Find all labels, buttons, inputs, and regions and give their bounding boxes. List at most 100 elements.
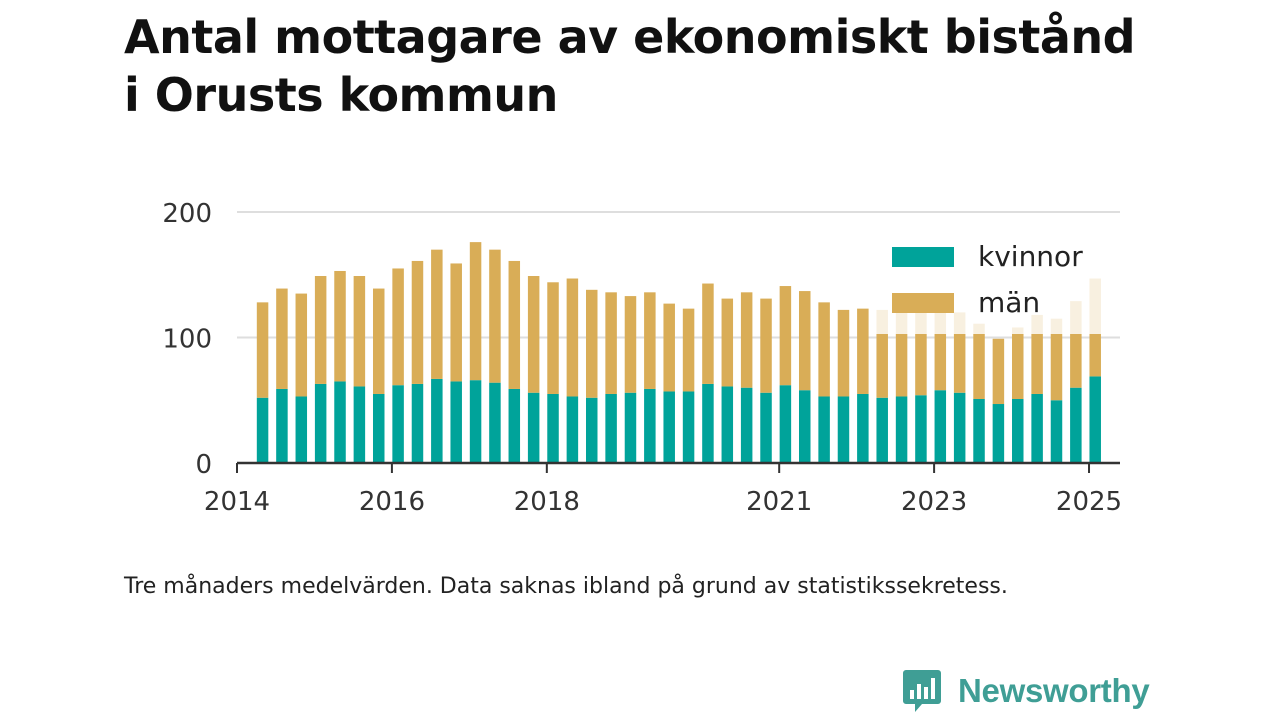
newsworthy-logo-icon <box>903 670 941 712</box>
bar-kvinnor <box>992 404 1005 463</box>
bar-kvinnor <box>256 397 269 463</box>
bar-man <box>585 289 598 398</box>
bar-kvinnor <box>566 396 579 463</box>
y-tick-label: 100 <box>162 325 212 355</box>
gridlines: 0 100 200 <box>162 199 1120 480</box>
bar-kvinnor <box>624 392 637 463</box>
bar-kvinnor <box>1031 393 1043 463</box>
bar-man <box>760 298 772 393</box>
bar-kvinnor <box>818 396 830 463</box>
bar-man <box>1012 327 1024 399</box>
bar-man <box>779 286 792 386</box>
bar-kvinnor <box>953 392 966 463</box>
bar-man <box>915 302 927 396</box>
bar-man <box>663 303 675 392</box>
bar-kvinnor <box>605 393 617 463</box>
legend: kvinnor män <box>876 232 1106 334</box>
bar-kvinnor <box>489 382 501 463</box>
bar-man <box>392 268 404 386</box>
bar-kvinnor <box>527 392 540 463</box>
bar-man <box>644 292 656 389</box>
bar-kvinnor <box>411 383 424 463</box>
bar-kvinnor <box>295 396 308 463</box>
bar-kvinnor <box>314 383 327 463</box>
bar-man <box>721 298 734 387</box>
bar-man <box>624 296 637 393</box>
y-tick-label: 0 <box>195 450 212 480</box>
bar-kvinnor <box>644 388 656 463</box>
bar-man <box>837 309 850 397</box>
bar-man <box>334 270 346 382</box>
legend-label-kvinnor: kvinnor <box>978 240 1083 273</box>
bar-man <box>353 276 366 387</box>
bar-man <box>489 249 501 383</box>
brand-name: Newsworthy <box>958 672 1150 709</box>
bar-man <box>1050 318 1063 401</box>
bar-man <box>314 276 327 384</box>
bar-kvinnor <box>353 386 366 463</box>
bar-kvinnor <box>1012 398 1024 463</box>
bar-man <box>702 283 714 384</box>
bar-kvinnor <box>799 390 811 463</box>
bar-man <box>527 276 540 393</box>
bar-man <box>818 302 830 397</box>
legend-label-man: män <box>978 286 1040 319</box>
bar-kvinnor <box>934 390 947 463</box>
bar-man <box>895 307 908 397</box>
bar-man <box>953 312 966 393</box>
footnote: Tre månaders medelvärden. Data saknas ib… <box>124 574 1008 599</box>
bar-man <box>740 292 753 388</box>
bar-kvinnor <box>702 383 714 463</box>
bar-kvinnor <box>276 388 288 463</box>
bar-kvinnor <box>508 388 521 463</box>
bar-man <box>431 249 443 379</box>
bar-man <box>508 260 521 389</box>
bar-kvinnor <box>779 385 792 463</box>
bar-man <box>450 263 462 382</box>
bar-kvinnor <box>837 396 850 463</box>
brand-logo[interactable]: Newsworthy <box>902 668 1150 714</box>
bar-man <box>973 323 985 399</box>
bar-kvinnor <box>721 386 734 463</box>
bar-kvinnor <box>1050 400 1063 463</box>
bar-kvinnor <box>469 380 482 463</box>
x-tick-label: 2021 <box>746 487 812 517</box>
bar-kvinnor <box>1089 376 1101 463</box>
bar-man <box>469 242 482 381</box>
bar-man <box>295 293 308 397</box>
bar-man <box>799 291 811 391</box>
bar-man <box>547 282 559 394</box>
legend-swatch-kvinnor <box>892 247 954 267</box>
x-tick-label: 2025 <box>1056 487 1122 517</box>
bar-man <box>605 292 617 394</box>
bar-kvinnor <box>760 392 772 463</box>
bar-kvinnor <box>1070 387 1082 463</box>
bar-kvinnor <box>547 393 559 463</box>
bar-kvinnor <box>895 396 908 463</box>
y-tick-label: 200 <box>162 199 212 229</box>
bar-kvinnor <box>682 391 695 463</box>
bar-kvinnor <box>740 387 753 463</box>
bar-kvinnor <box>915 395 927 463</box>
bar-man <box>857 308 869 394</box>
x-tick-label: 2018 <box>514 487 580 517</box>
bar-kvinnor <box>857 393 869 463</box>
bar-man <box>682 308 695 392</box>
bar-kvinnor <box>585 397 598 463</box>
legend-swatch-man <box>892 293 954 313</box>
bar-man <box>276 288 288 389</box>
bar-kvinnor <box>392 385 404 463</box>
bar-kvinnor <box>334 381 346 463</box>
x-tick-label: 2023 <box>901 487 967 517</box>
bar-man <box>1031 314 1043 394</box>
bar-man <box>566 278 579 397</box>
bar-kvinnor <box>973 398 985 463</box>
chart-title-line-2: i Orusts kommun <box>124 68 558 122</box>
bar-kvinnor <box>663 391 675 463</box>
bar-man <box>256 302 269 398</box>
bar-man <box>1070 301 1082 388</box>
bar-man <box>876 309 888 398</box>
stacked-bar-chart: 0 100 200 2014 2016 2018 2021 2023 2025 kvinnor… <box>162 199 1122 517</box>
chart-title-line-1: Antal mottagare av ekonomiskt bistånd <box>124 10 1136 64</box>
x-tick-label: 2014 <box>204 487 270 517</box>
